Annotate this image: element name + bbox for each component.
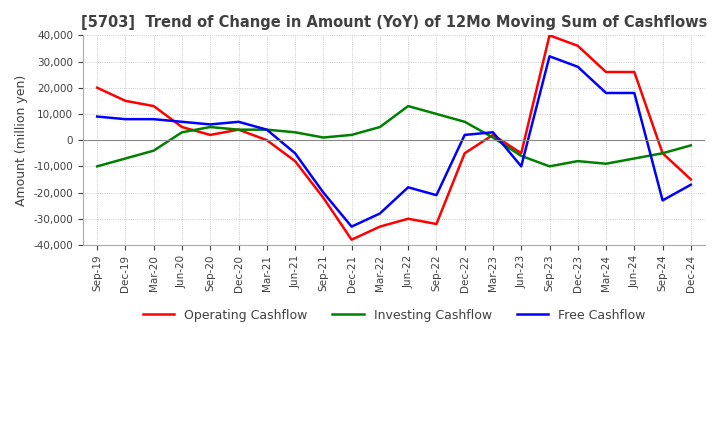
Free Cashflow [319, 190, 328, 195]
Line: Free Cashflow: Free Cashflow [97, 56, 691, 227]
Operating Cashflow [630, 70, 639, 75]
Investing Cashflow [573, 158, 582, 164]
Free Cashflow [347, 224, 356, 229]
Operating Cashflow [263, 138, 271, 143]
Free Cashflow [376, 211, 384, 216]
Operating Cashflow [291, 158, 300, 164]
Free Cashflow [432, 193, 441, 198]
Investing Cashflow [489, 135, 498, 140]
Free Cashflow [234, 119, 243, 125]
Operating Cashflow [545, 33, 554, 38]
Investing Cashflow [432, 111, 441, 117]
Investing Cashflow [93, 164, 102, 169]
Investing Cashflow [178, 130, 186, 135]
Free Cashflow [658, 198, 667, 203]
Investing Cashflow [602, 161, 611, 166]
Investing Cashflow [121, 156, 130, 161]
Free Cashflow [460, 132, 469, 138]
Line: Investing Cashflow: Investing Cashflow [97, 106, 691, 166]
Investing Cashflow [263, 127, 271, 132]
Investing Cashflow [376, 125, 384, 130]
Investing Cashflow [291, 130, 300, 135]
Operating Cashflow [460, 150, 469, 156]
Free Cashflow [263, 127, 271, 132]
Operating Cashflow [573, 43, 582, 48]
Free Cashflow [687, 182, 696, 187]
Operating Cashflow [178, 125, 186, 130]
Operating Cashflow [404, 216, 413, 221]
Free Cashflow [291, 150, 300, 156]
Investing Cashflow [460, 119, 469, 125]
Investing Cashflow [347, 132, 356, 138]
Operating Cashflow [319, 195, 328, 201]
Operating Cashflow [347, 237, 356, 242]
Free Cashflow [178, 119, 186, 125]
Operating Cashflow [206, 132, 215, 138]
Operating Cashflow [93, 85, 102, 90]
Investing Cashflow [687, 143, 696, 148]
Free Cashflow [206, 122, 215, 127]
Investing Cashflow [206, 125, 215, 130]
Legend: Operating Cashflow, Investing Cashflow, Free Cashflow: Operating Cashflow, Investing Cashflow, … [138, 304, 650, 327]
Investing Cashflow [658, 150, 667, 156]
Free Cashflow [404, 185, 413, 190]
Operating Cashflow [602, 70, 611, 75]
Free Cashflow [517, 164, 526, 169]
Free Cashflow [121, 117, 130, 122]
Investing Cashflow [517, 153, 526, 158]
Operating Cashflow [234, 127, 243, 132]
Investing Cashflow [630, 156, 639, 161]
Free Cashflow [602, 90, 611, 95]
Investing Cashflow [404, 103, 413, 109]
Operating Cashflow [149, 103, 158, 109]
Operating Cashflow [658, 150, 667, 156]
Operating Cashflow [489, 132, 498, 138]
Free Cashflow [630, 90, 639, 95]
Free Cashflow [149, 117, 158, 122]
Free Cashflow [545, 54, 554, 59]
Investing Cashflow [234, 127, 243, 132]
Free Cashflow [93, 114, 102, 119]
Investing Cashflow [149, 148, 158, 153]
Y-axis label: Amount (million yen): Amount (million yen) [15, 74, 28, 206]
Free Cashflow [573, 64, 582, 70]
Operating Cashflow [517, 150, 526, 156]
Investing Cashflow [545, 164, 554, 169]
Free Cashflow [489, 130, 498, 135]
Line: Operating Cashflow: Operating Cashflow [97, 35, 691, 240]
Title: [5703]  Trend of Change in Amount (YoY) of 12Mo Moving Sum of Cashflows: [5703] Trend of Change in Amount (YoY) o… [81, 15, 707, 30]
Investing Cashflow [319, 135, 328, 140]
Operating Cashflow [432, 221, 441, 227]
Operating Cashflow [121, 98, 130, 103]
Operating Cashflow [376, 224, 384, 229]
Operating Cashflow [687, 177, 696, 182]
